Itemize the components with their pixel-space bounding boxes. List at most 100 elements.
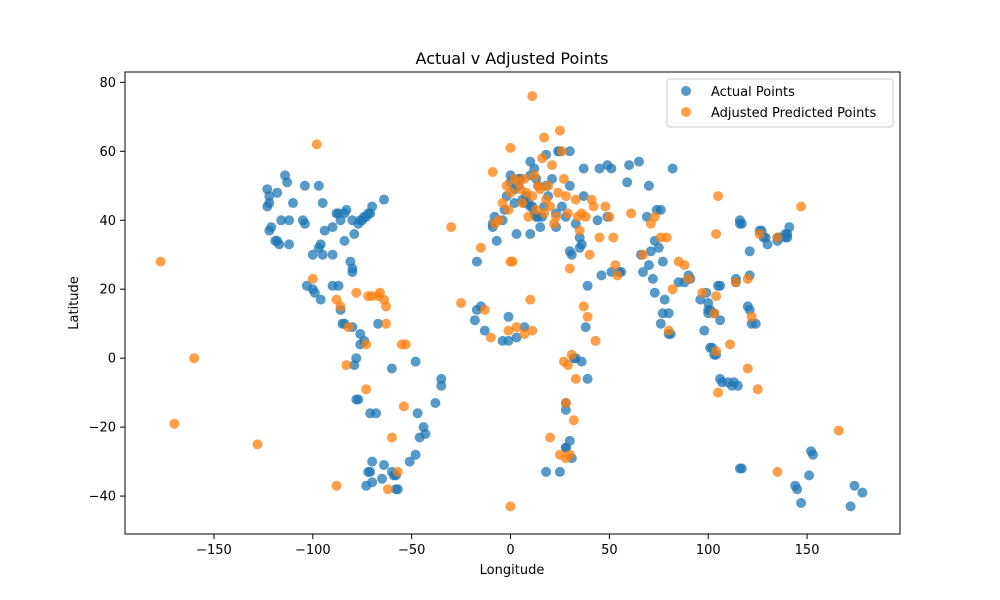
scatter-point (545, 201, 556, 212)
scatter-point (612, 270, 623, 281)
scatter-point (578, 301, 589, 312)
y-tick-label: 60 (99, 145, 116, 160)
scatter-point (379, 460, 389, 470)
scatter-point (600, 201, 611, 212)
scatter-point (645, 246, 656, 257)
scatter-point (699, 325, 710, 336)
scatter-point (367, 456, 378, 467)
scatter-point (262, 201, 273, 212)
scatter-point (643, 260, 654, 271)
scatter-point (274, 239, 285, 250)
scatter-point (367, 201, 378, 212)
scatter-point (264, 191, 275, 202)
scatter-point (373, 318, 384, 329)
scatter-point (564, 263, 575, 274)
scatter-point (299, 218, 310, 229)
scatter-point (288, 198, 298, 208)
scatter-point (351, 287, 362, 298)
scatter-point (679, 260, 690, 271)
scatter-point (683, 273, 694, 284)
scatter-point (588, 201, 599, 212)
scatter-point (537, 153, 548, 164)
scatter-point (604, 211, 615, 222)
scatter-point (655, 204, 666, 215)
scatter-point (331, 480, 342, 491)
scatter-point (479, 325, 490, 336)
scatter-point (772, 232, 783, 243)
scatter-point (554, 466, 565, 477)
legend-label-actual: Actual Points (711, 85, 795, 100)
scatter-point (849, 480, 860, 491)
scatter-point (503, 311, 514, 322)
scatter-point (317, 198, 328, 208)
scatter-point (509, 198, 520, 208)
scatter-point (590, 335, 601, 346)
scatter-point (703, 298, 714, 308)
scatter-point (418, 422, 429, 433)
scatter-point (519, 322, 530, 333)
scatter-point (347, 267, 358, 277)
scatter-point (301, 280, 312, 291)
scatter-point (659, 294, 670, 305)
scatter-point (610, 260, 621, 271)
x-axis-label: Longitude (480, 563, 545, 578)
scatter-point (732, 380, 743, 391)
scatter-point (339, 235, 350, 246)
scatter-point (525, 229, 536, 239)
scatter-point (284, 215, 295, 226)
scatter-point (570, 194, 581, 205)
scatter-point (624, 160, 635, 171)
scatter-point (377, 473, 387, 484)
scatter-point (155, 256, 166, 267)
scatter-point (471, 256, 482, 267)
scatter-point (381, 318, 391, 329)
scatter-point (762, 239, 773, 250)
scatter-point (564, 146, 575, 157)
scatter-point (596, 270, 607, 281)
scatter-point (744, 246, 755, 257)
x-tick-label: 150 (795, 543, 820, 558)
legend-marker-adjusted (681, 107, 691, 117)
scatter-point (667, 163, 678, 174)
y-tick-label: −40 (89, 490, 116, 505)
scatter-point (784, 222, 795, 233)
scatter-point (845, 501, 856, 512)
scatter-point (361, 339, 372, 350)
scatter-point (560, 191, 571, 202)
scatter-point (517, 198, 528, 208)
scatter-point (529, 163, 540, 174)
scatter-point (626, 208, 637, 219)
scatter-point (299, 180, 310, 191)
scatter-point (566, 349, 577, 360)
y-tick-label: 80 (99, 76, 116, 91)
scatter-point (796, 498, 807, 508)
scatter-point (582, 373, 593, 384)
scatter-point (582, 280, 593, 291)
scatter-point (315, 294, 326, 305)
scatter-point (752, 384, 763, 395)
scatter-point (436, 373, 447, 384)
scatter-point (541, 466, 552, 477)
scatter-point (558, 173, 569, 184)
scatter-point (562, 208, 573, 219)
scatter-point (392, 466, 403, 477)
scatter-point (353, 394, 364, 405)
scatter-point (341, 204, 352, 215)
scatter-point (711, 291, 722, 302)
scatter-point (404, 456, 415, 467)
scatter-point (790, 480, 801, 491)
scatter-point (602, 160, 613, 171)
scatter-point (410, 449, 421, 460)
scatter-point (527, 91, 538, 102)
scatter-point (556, 201, 567, 212)
legend-label-adjusted: Adjusted Predicted Points (711, 106, 876, 121)
scatter-point (742, 363, 753, 374)
scatter-point (657, 256, 668, 267)
y-axis-label: Latitude (67, 276, 82, 330)
scatter-point (594, 232, 605, 243)
scatter-point (487, 167, 498, 177)
x-tick-label: −100 (295, 543, 331, 558)
scatter-point (746, 311, 757, 322)
scatter-point (833, 425, 844, 436)
scatter-point (736, 218, 747, 229)
